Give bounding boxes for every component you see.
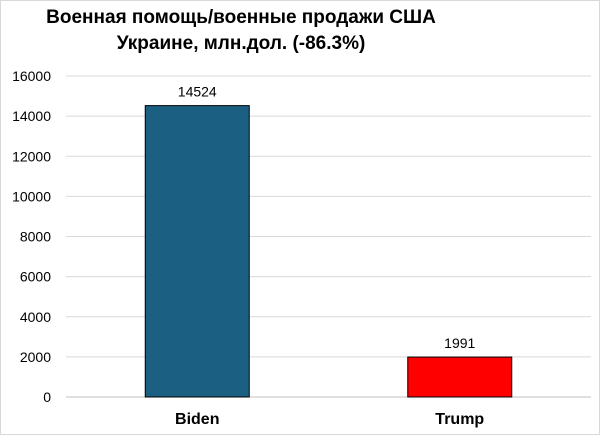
y-tick-label: 16000 xyxy=(12,68,51,84)
bar-biden xyxy=(144,105,250,398)
bar-trump xyxy=(407,356,513,398)
data-label: 1991 xyxy=(444,335,475,351)
y-tick-label: 4000 xyxy=(20,309,51,325)
y-tick-label: 2000 xyxy=(20,349,51,365)
y-tick-label: 8000 xyxy=(20,229,51,245)
x-tick-label: Biden xyxy=(175,411,219,428)
chart-title: Военная помощь/военные продажи США Украи… xyxy=(1,5,481,57)
y-tick-label: 12000 xyxy=(12,148,51,164)
chart-title-line-1: Военная помощь/военные продажи США xyxy=(46,7,436,28)
y-tick-label: 10000 xyxy=(12,188,51,204)
y-tick-label: 6000 xyxy=(20,269,51,285)
data-label: 14524 xyxy=(178,84,217,100)
chart-title-line-2: Украине, млн.дол. (-86.3%) xyxy=(116,33,366,54)
x-tick-label: Trump xyxy=(435,411,484,428)
y-tick-label: 0 xyxy=(43,389,51,405)
y-tick-label: 14000 xyxy=(12,108,51,124)
